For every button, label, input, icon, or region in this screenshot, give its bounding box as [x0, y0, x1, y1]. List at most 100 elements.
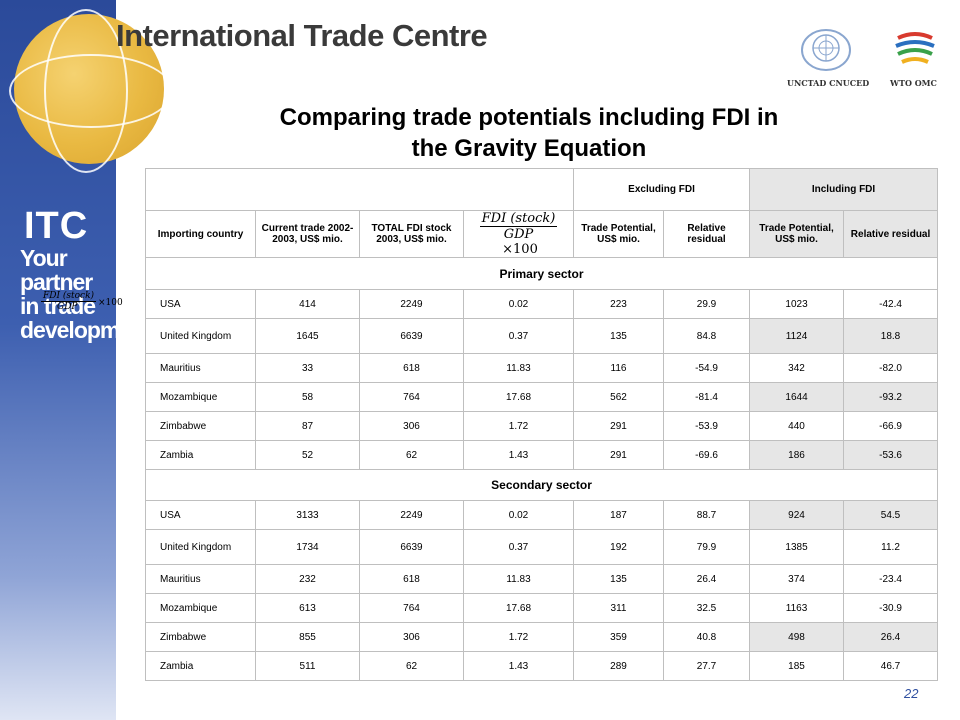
cell-relative-residual-in: 46.7 — [843, 651, 939, 681]
cell-relative-residual-in: 54.5 — [843, 500, 939, 530]
including-fdi-header: Including FDI — [749, 168, 939, 211]
cell-total-fdi: 306 — [359, 411, 464, 441]
cell-trade-potential-in: 1644 — [749, 382, 845, 412]
side-formula: FDI (stock) GDP ×100 — [41, 291, 123, 312]
cell-current-trade: 855 — [255, 622, 360, 652]
table-row: Mauritius 232 618 11.83 135 26.4 374 -23.4 — [145, 564, 939, 594]
cell-total-fdi: 6639 — [359, 529, 464, 565]
table-row: United Kingdom 1734 6639 0.37 192 79.9 1385 11.… — [145, 529, 939, 565]
formula-numerator: FDI (stock) — [479, 211, 558, 227]
cell-fdi-ratio: 17.68 — [463, 382, 574, 412]
cell-trade-potential-ex: 135 — [573, 318, 664, 354]
col-header-trade-potential-in: Trade Potential, US$ mio. — [749, 210, 845, 258]
formula-denominator: GDP — [503, 227, 534, 242]
col-header-current-trade: Current trade 2002-2003, US$ mio. — [255, 210, 360, 258]
cell-trade-potential-ex: 562 — [573, 382, 664, 412]
cell-relative-residual-in: 11.2 — [843, 529, 939, 565]
wto-logo-label: WTO OMC — [890, 78, 937, 88]
cell-current-trade: 58 — [255, 382, 360, 412]
cell-fdi-ratio: 1.43 — [463, 651, 574, 681]
cell-trade-potential-ex: 192 — [573, 529, 664, 565]
col-header-trade-potential-ex: Trade Potential, US$ mio. — [573, 210, 664, 258]
section-title: Primary sector — [144, 257, 939, 290]
slide-title-line: Comparing trade potentials including FDI… — [279, 104, 779, 131]
cell-current-trade: 414 — [255, 289, 360, 319]
cell-relative-residual-in: -53.6 — [843, 440, 939, 470]
cell-trade-potential-ex: 116 — [573, 353, 664, 383]
cell-relative-residual-ex: 29.9 — [662, 289, 751, 319]
wto-emblem-icon — [895, 32, 935, 64]
cell-trade-potential-in: 1023 — [749, 289, 845, 319]
cell-total-fdi: 618 — [359, 564, 464, 594]
page-number: 22 — [904, 686, 919, 701]
cell-relative-residual-ex: -54.9 — [662, 353, 751, 383]
cell-trade-potential-in: 1385 — [749, 529, 845, 565]
cell-country: USA — [145, 500, 256, 530]
cell-country: Mozambique — [145, 382, 256, 412]
cell-fdi-ratio: 1.72 — [463, 411, 574, 441]
itc-globe-logo — [9, 9, 173, 173]
cell-trade-potential-ex: 135 — [573, 564, 664, 594]
tagline-line: Your partner — [20, 245, 93, 295]
slide-title-line: the Gravity Equation — [411, 135, 647, 162]
cell-fdi-ratio: 0.37 — [463, 318, 574, 354]
cell-fdi-ratio: 1.72 — [463, 622, 574, 652]
cell-total-fdi: 2249 — [359, 500, 464, 530]
cell-relative-residual-in: 18.8 — [843, 318, 939, 354]
cell-country: Mauritius — [145, 353, 256, 383]
cell-relative-residual-in: 26.4 — [843, 622, 939, 652]
cell-relative-residual-in: -82.0 — [843, 353, 939, 383]
cell-trade-potential-in: 924 — [749, 500, 845, 530]
trade-potential-table: Excluding FDI Including FDI Importing co… — [144, 168, 939, 681]
cell-trade-potential-in: 1163 — [749, 593, 845, 623]
cell-total-fdi: 764 — [359, 382, 464, 412]
cell-relative-residual-in: -30.9 — [843, 593, 939, 623]
cell-trade-potential-ex: 291 — [573, 440, 664, 470]
col-header-importing-country: Importing country — [145, 210, 256, 258]
cell-country: Zimbabwe — [145, 622, 256, 652]
cell-country: United Kingdom — [145, 318, 256, 354]
cell-trade-potential-in: 374 — [749, 564, 845, 594]
table-row: United Kingdom 1645 6639 0.37 135 84.8 1124 18.… — [145, 318, 939, 354]
cell-total-fdi: 6639 — [359, 318, 464, 354]
table-row: Zambia 511 62 1.43 289 27.7 185 46.7 — [145, 651, 939, 681]
cell-trade-potential-ex: 359 — [573, 622, 664, 652]
cell-total-fdi: 2249 — [359, 289, 464, 319]
cell-current-trade: 33 — [255, 353, 360, 383]
excluding-fdi-header: Excluding FDI — [572, 168, 751, 211]
cell-relative-residual-ex: 88.7 — [662, 500, 751, 530]
cell-fdi-ratio: 0.37 — [463, 529, 574, 565]
cell-country: USA — [145, 289, 256, 319]
cell-current-trade: 613 — [255, 593, 360, 623]
cell-trade-potential-in: 186 — [749, 440, 845, 470]
cell-trade-potential-ex: 311 — [573, 593, 664, 623]
cell-fdi-ratio: 11.83 — [463, 353, 574, 383]
cell-total-fdi: 618 — [359, 353, 464, 383]
side-formula-numerator: FDI (stock) — [41, 291, 97, 302]
cell-fdi-ratio: 1.43 — [463, 440, 574, 470]
table-row: USA 414 2249 0.02 223 29.9 1023 -42.4 — [145, 289, 939, 319]
section-header-row: Secondary sector — [144, 469, 939, 501]
cell-relative-residual-ex: 84.8 — [662, 318, 751, 354]
cell-country: Zambia — [145, 440, 256, 470]
cell-trade-potential-in: 440 — [749, 411, 845, 441]
cell-relative-residual-ex: 32.5 — [662, 593, 751, 623]
formula-multiplier: ×100 — [502, 242, 538, 257]
cell-fdi-ratio: 0.02 — [463, 289, 574, 319]
un-logo-label: UNCTAD CNUCED — [787, 78, 870, 88]
cell-total-fdi: 62 — [359, 651, 464, 681]
table-row: Mozambique 613 764 17.68 311 32.5 1163 -30.9 — [145, 593, 939, 623]
cell-trade-potential-in: 1124 — [749, 318, 845, 354]
cell-fdi-ratio: 0.02 — [463, 500, 574, 530]
brand-title: International Trade Centre — [116, 18, 488, 53]
cell-relative-residual-ex: 40.8 — [662, 622, 751, 652]
cell-current-trade: 52 — [255, 440, 360, 470]
un-emblem-icon — [801, 29, 851, 71]
cell-relative-residual-ex: -81.4 — [662, 382, 751, 412]
section-title: Secondary sector — [144, 469, 939, 501]
cell-relative-residual-in: -93.2 — [843, 382, 939, 412]
cell-trade-potential-ex: 223 — [573, 289, 664, 319]
cell-total-fdi: 764 — [359, 593, 464, 623]
group-header-row: Excluding FDI Including FDI — [145, 168, 939, 211]
tagline-line: development — [20, 317, 152, 343]
